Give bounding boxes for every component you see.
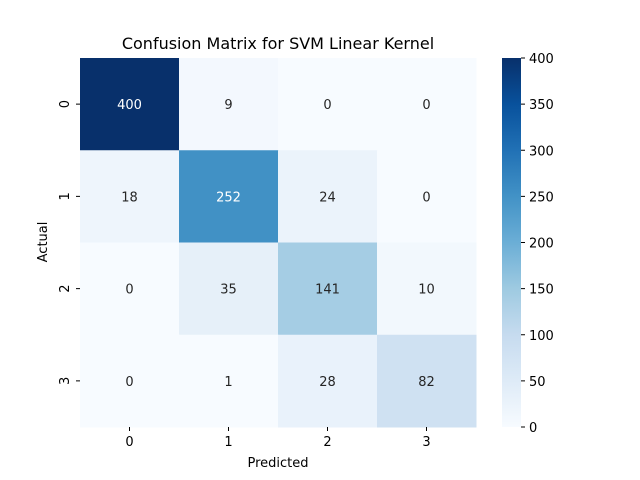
cell-value-label: 252 (216, 190, 241, 205)
colorbar (502, 58, 521, 427)
colorbar-tick-label: 0 (529, 421, 537, 436)
y-axis-ticks: 0 1 2 3 (58, 100, 80, 385)
heatmap-cell-labels: 400 9 0 0 18 252 24 0 0 35 141 10 0 1 28 82 (117, 98, 435, 390)
colorbar-tick-label: 300 (529, 144, 554, 159)
heatmap-cell (278, 58, 378, 151)
heatmap-cell (80, 242, 180, 336)
colorbar-tick-label: 350 (529, 98, 554, 113)
cell-value-label: 0 (125, 283, 133, 298)
cell-value-label: 82 (418, 375, 435, 390)
colorbar-tick-label: 400 (529, 52, 554, 67)
y-axis-label: Actual (36, 222, 51, 263)
x-axis-label: Predicted (247, 456, 308, 471)
colorbar-tick-label: 200 (529, 237, 554, 252)
colorbar-tick-label: 50 (529, 375, 546, 390)
colorbar-tick-label: 100 (529, 329, 554, 344)
cell-value-label: 18 (121, 190, 138, 205)
x-tick-label: 0 (125, 435, 133, 450)
heatmap-cell (377, 242, 477, 336)
colorbar-tick-label: 250 (529, 190, 554, 205)
heatmap-cell (179, 58, 279, 151)
cell-value-label: 0 (422, 190, 430, 205)
heatmap-cell (278, 334, 378, 428)
heatmap-cell (80, 150, 180, 243)
y-tick-label: 1 (58, 192, 73, 200)
heatmap-cell (278, 150, 378, 243)
y-tick-label: 3 (58, 377, 73, 385)
heatmap-cells (80, 58, 477, 428)
x-tick-label: 3 (422, 435, 430, 450)
cell-value-label: 0 (422, 98, 430, 113)
x-tick-label: 2 (323, 435, 331, 450)
heatmap-cell (179, 242, 279, 336)
heatmap-cell (80, 58, 180, 151)
heatmap-cell (377, 150, 477, 243)
y-tick-label: 2 (58, 284, 73, 292)
cell-value-label: 35 (220, 283, 237, 298)
cell-value-label: 400 (117, 98, 142, 113)
x-tick-label: 1 (224, 435, 232, 450)
y-tick-label: 0 (58, 100, 73, 108)
heatmap-cell (278, 242, 378, 336)
chart-title: Confusion Matrix for SVM Linear Kernel (122, 34, 434, 53)
colorbar-tick-label: 150 (529, 283, 554, 298)
heatmap-cell (377, 334, 477, 428)
cell-value-label: 10 (418, 283, 435, 298)
cell-value-label: 1 (224, 375, 232, 390)
heatmap-cell (179, 150, 279, 243)
cell-value-label: 0 (125, 375, 133, 390)
x-axis-ticks: 0 1 2 3 (125, 427, 431, 450)
cell-value-label: 24 (319, 190, 336, 205)
heatmap-cell (377, 58, 477, 151)
heatmap-cell (179, 334, 279, 428)
heatmap-cell (80, 334, 180, 428)
cell-value-label: 28 (319, 375, 336, 390)
cell-value-label: 9 (224, 98, 232, 113)
cell-value-label: 0 (323, 98, 331, 113)
colorbar-ticks: 0 50 100 150 200 250 300 350 400 (521, 52, 554, 436)
cell-value-label: 141 (315, 283, 340, 298)
